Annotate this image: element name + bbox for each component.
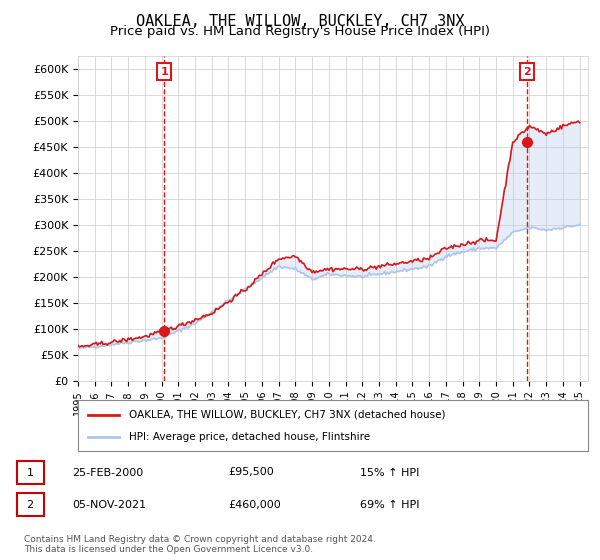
Text: 1: 1: [160, 67, 168, 77]
FancyBboxPatch shape: [17, 461, 44, 484]
Text: HPI: Average price, detached house, Flintshire: HPI: Average price, detached house, Flin…: [129, 432, 370, 442]
Text: 2: 2: [523, 67, 531, 77]
Text: OAKLEA, THE WILLOW, BUCKLEY, CH7 3NX (detached house): OAKLEA, THE WILLOW, BUCKLEY, CH7 3NX (de…: [129, 409, 445, 419]
Text: 69% ↑ HPI: 69% ↑ HPI: [360, 500, 419, 510]
Text: OAKLEA, THE WILLOW, BUCKLEY, CH7 3NX: OAKLEA, THE WILLOW, BUCKLEY, CH7 3NX: [136, 14, 464, 29]
Text: £95,500: £95,500: [228, 468, 274, 478]
FancyBboxPatch shape: [17, 493, 44, 516]
Text: 25-FEB-2000: 25-FEB-2000: [72, 468, 143, 478]
Text: 2: 2: [26, 500, 34, 510]
Text: £460,000: £460,000: [228, 500, 281, 510]
Text: 15% ↑ HPI: 15% ↑ HPI: [360, 468, 419, 478]
Text: 05-NOV-2021: 05-NOV-2021: [72, 500, 146, 510]
Text: Price paid vs. HM Land Registry's House Price Index (HPI): Price paid vs. HM Land Registry's House …: [110, 25, 490, 38]
Text: 1: 1: [26, 468, 34, 478]
Text: Contains HM Land Registry data © Crown copyright and database right 2024.
This d: Contains HM Land Registry data © Crown c…: [24, 535, 376, 554]
